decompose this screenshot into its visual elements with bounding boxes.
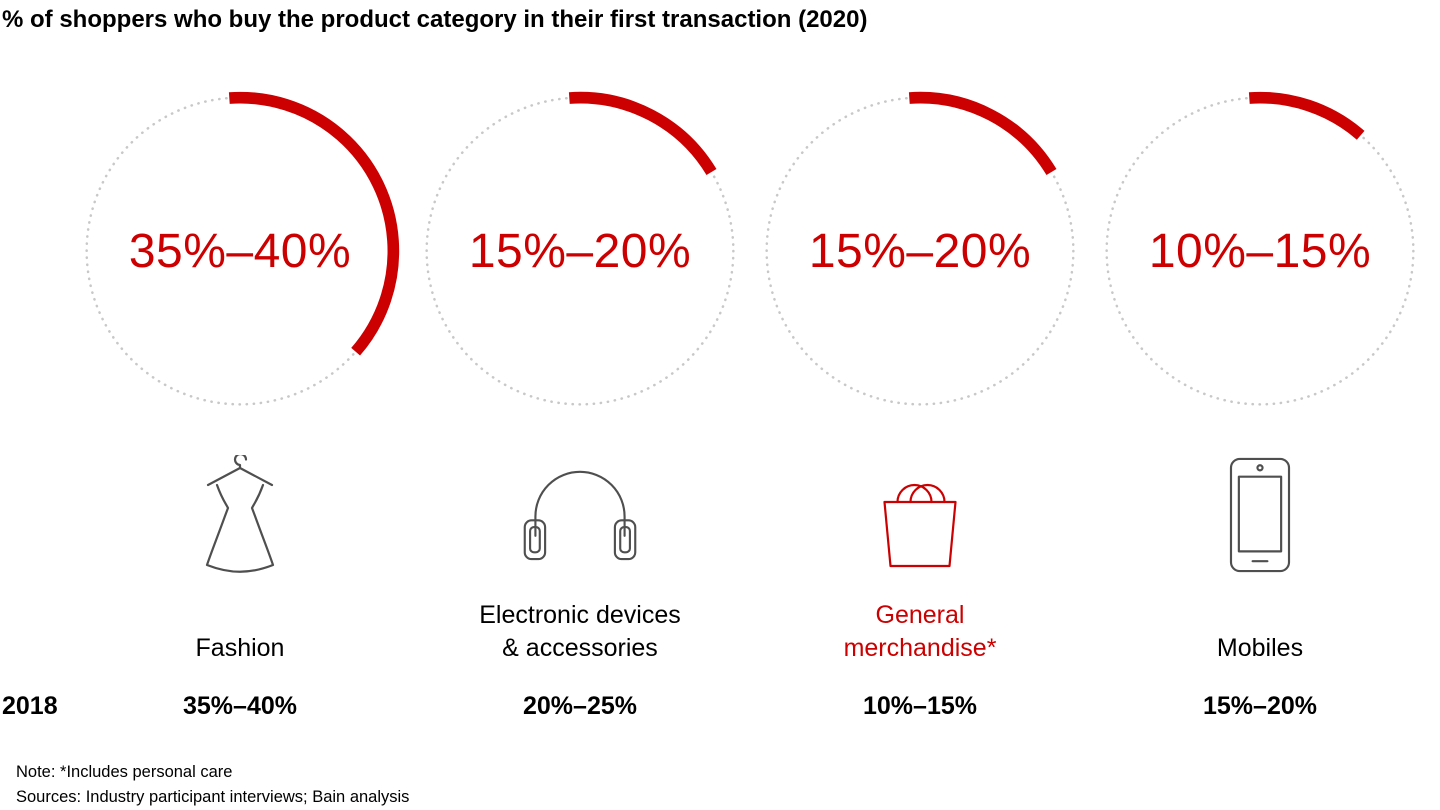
category-label: Fashion xyxy=(196,596,285,666)
gauge-ring xyxy=(760,91,1080,411)
donut-gauge: 10%–15% xyxy=(1095,86,1425,416)
category-label-line: Mobiles xyxy=(1216,634,1304,663)
category-column-general-merchandise: 15%–20% General merchandise* xyxy=(750,86,1090,666)
gauge-value: 35%–40% xyxy=(128,224,352,278)
shopping-bag-icon xyxy=(872,440,968,590)
category-label: General merchandise* xyxy=(844,596,997,666)
gauge-ring xyxy=(1100,91,1420,411)
note-line: Note: *Includes personal care xyxy=(16,763,233,781)
chart-title: % of shoppers who buy the product catego… xyxy=(2,6,868,33)
gauge-ring xyxy=(420,91,740,411)
donut-gauge: 15%–20% xyxy=(755,86,1085,416)
gauge-value: 15%–20% xyxy=(808,224,1032,278)
gauge-columns: 35%–40% Fashion 15%–20% xyxy=(70,86,1430,666)
category-column-mobiles: 10%–15% Mobiles xyxy=(1090,86,1430,666)
footnotes: Note: *Includes personal care Sources: I… xyxy=(16,760,409,810)
category-label-line: Fashion xyxy=(195,634,285,663)
prior-year-value: 15%–20% xyxy=(1203,692,1317,720)
gauge-ring xyxy=(80,91,400,411)
smartphone-icon xyxy=(1222,440,1298,590)
category-column-electronics: 15%–20% Electronic devices & accessories xyxy=(410,86,750,666)
category-label: Electronic devices & accessories xyxy=(479,596,680,666)
prior-year-values: 35%–40% 20%–25% 10%–15% 15%–20% xyxy=(70,692,1430,721)
sources-line: Sources: Industry participant interviews… xyxy=(16,787,410,806)
headphones-icon xyxy=(517,440,643,590)
gauge-value: 10%–15% xyxy=(1148,224,1372,278)
category-label-line: & accessories xyxy=(502,634,658,663)
category-label-line: General xyxy=(875,600,965,629)
category-label-line: merchandise* xyxy=(843,634,997,663)
year-label: 2018 xyxy=(2,692,58,720)
prior-year-value: 10%–15% xyxy=(863,692,977,720)
dress-icon xyxy=(194,440,286,590)
prior-year-value: 20%–25% xyxy=(523,692,637,720)
prior-year-value: 35%–40% xyxy=(183,692,297,720)
prior-year-row: 2018 35%–40% 20%–25% 10%–15% 15%–20% xyxy=(0,692,1440,726)
donut-gauge: 35%–40% xyxy=(75,86,405,416)
category-label: Mobiles xyxy=(1217,596,1303,666)
donut-gauge: 15%–20% xyxy=(415,86,745,416)
category-label-line: Electronic devices xyxy=(479,600,681,629)
gauge-value: 15%–20% xyxy=(468,224,692,278)
category-column-fashion: 35%–40% Fashion xyxy=(70,86,410,666)
